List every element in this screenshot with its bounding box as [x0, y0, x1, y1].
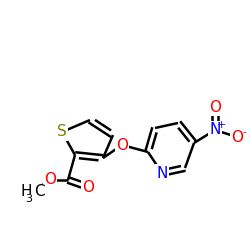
- Text: O: O: [209, 100, 221, 114]
- Text: O: O: [116, 138, 128, 152]
- Text: C: C: [34, 184, 44, 200]
- Text: O: O: [82, 180, 94, 194]
- Text: N: N: [209, 122, 221, 138]
- Text: O: O: [231, 130, 243, 144]
- Text: N: N: [156, 166, 168, 180]
- Text: S: S: [57, 124, 67, 140]
- Text: -: -: [242, 127, 246, 137]
- Text: O: O: [44, 172, 56, 188]
- Text: H: H: [20, 184, 32, 200]
- Text: 3: 3: [25, 194, 32, 204]
- Text: +: +: [216, 120, 226, 130]
